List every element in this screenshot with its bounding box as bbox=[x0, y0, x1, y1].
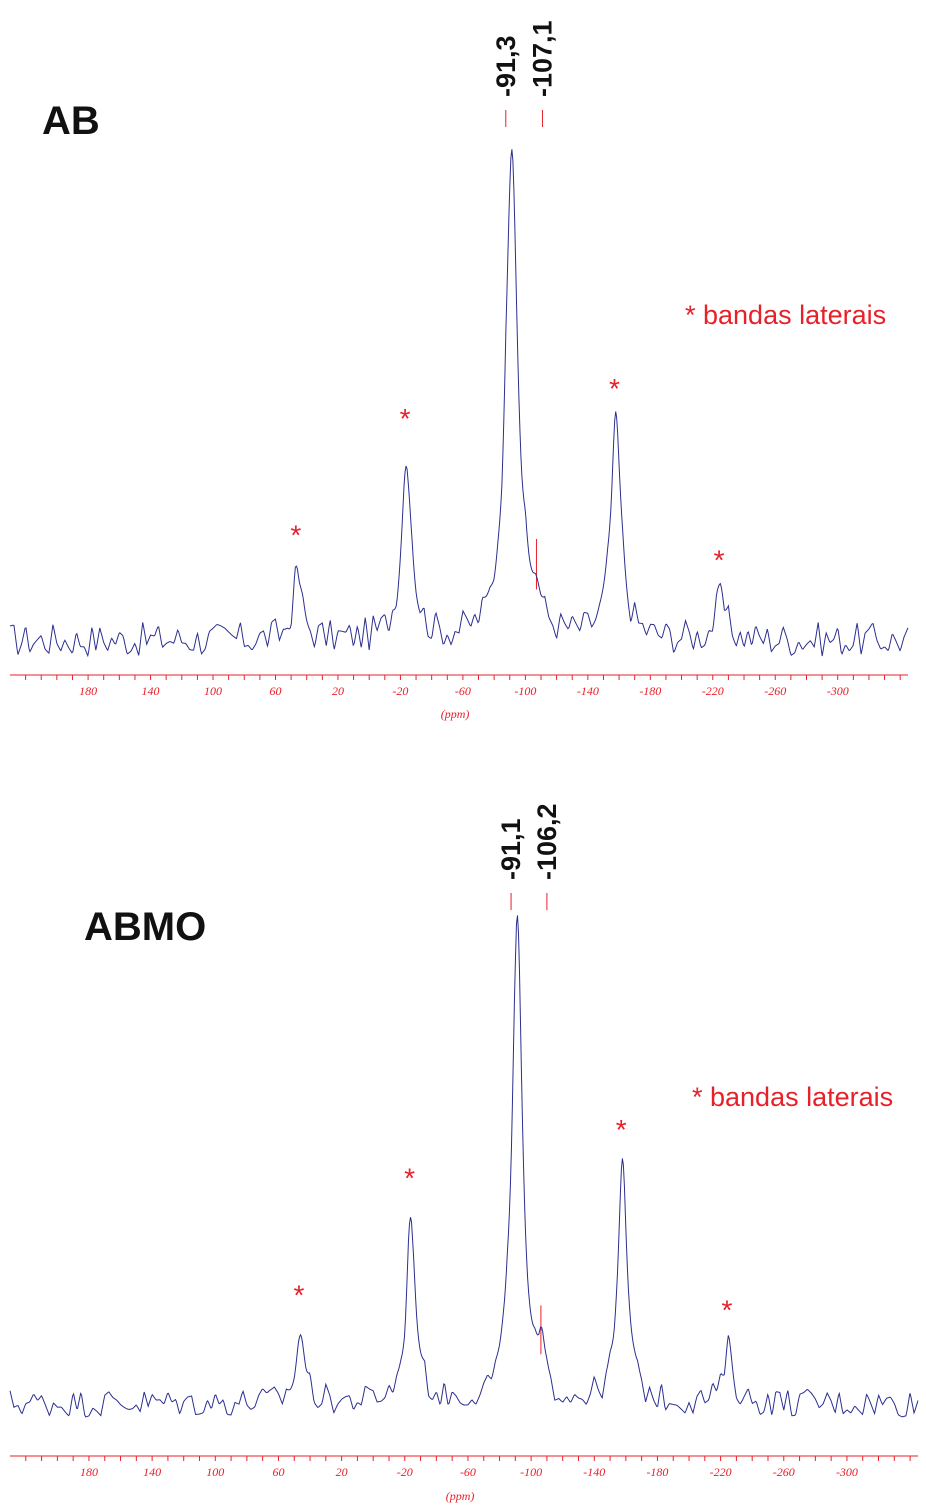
sideband-markers: * * * * bbox=[290, 373, 724, 576]
x-tick-label: -260 bbox=[764, 684, 786, 698]
x-tick-label: -140 bbox=[577, 684, 599, 698]
x-tick-label: -100 bbox=[520, 1465, 542, 1479]
x-tick-label: -300 bbox=[836, 1465, 858, 1479]
sideband-star: * bbox=[616, 1114, 627, 1145]
sideband-star: * bbox=[290, 519, 301, 550]
x-tick-label: 180 bbox=[80, 1465, 98, 1479]
x-tick-label: 180 bbox=[79, 684, 97, 698]
x-tick-label: -20 bbox=[397, 1465, 413, 1479]
x-tick-label: -60 bbox=[455, 684, 471, 698]
peak-label: -107,1 bbox=[527, 20, 557, 97]
x-tick-label: 100 bbox=[206, 1465, 224, 1479]
x-tick-label: -220 bbox=[702, 684, 724, 698]
x-axis-label: (ppm) bbox=[446, 1489, 475, 1503]
x-axis-label: (ppm) bbox=[441, 707, 470, 721]
x-tick-label: -180 bbox=[646, 1465, 668, 1479]
peak-labels: -91,1 -106,2 bbox=[496, 803, 562, 1355]
x-tick-label: -20 bbox=[392, 684, 408, 698]
panel-title: ABMO bbox=[84, 905, 206, 949]
peak-label: -91,1 bbox=[496, 818, 526, 880]
x-tick-label: -140 bbox=[583, 1465, 605, 1479]
x-axis-ticks: 180 140 100 60 20 -20 -60 -100 -140 -180 -220 -260 -… bbox=[25, 675, 901, 698]
sideband-star: * bbox=[400, 403, 411, 434]
sideband-star: * bbox=[404, 1163, 415, 1194]
x-tick-label: 60 bbox=[272, 1465, 284, 1479]
legend-annotation: * bandas laterais bbox=[692, 1082, 893, 1112]
panel-abmo: ABMO * bandas laterais -91,1 -106,2 * * ** … bbox=[9, 803, 919, 1503]
panel-ab: AB * bandas laterais -91,3 -107,1 * * * * 18… bbox=[9, 20, 909, 721]
spectrum-line bbox=[9, 149, 909, 658]
sideband-star: * bbox=[714, 545, 725, 576]
sideband-star: * bbox=[294, 1280, 305, 1311]
peak-label: -106,2 bbox=[532, 803, 562, 880]
x-tick-label: -300 bbox=[827, 684, 849, 698]
x-tick-label: -220 bbox=[710, 1465, 732, 1479]
spectrum-line bbox=[9, 915, 919, 1418]
x-tick-label: -100 bbox=[514, 684, 536, 698]
peak-label: -91,3 bbox=[491, 35, 521, 97]
peak-labels: -91,3 -107,1 bbox=[491, 20, 557, 590]
x-tick-label: 60 bbox=[269, 684, 281, 698]
sideband-star: * bbox=[609, 373, 620, 404]
x-tick-label: 100 bbox=[204, 684, 222, 698]
sideband-star: * bbox=[722, 1294, 733, 1325]
panel-title: AB bbox=[42, 99, 100, 143]
x-tick-label: -180 bbox=[639, 684, 661, 698]
sideband-markers: * * * * bbox=[294, 1114, 733, 1326]
x-axis-ticks: 180 140 100 60 20 -20 -60 -100 -140 -180 -220 -260 -… bbox=[25, 1456, 911, 1479]
x-tick-label: -60 bbox=[460, 1465, 476, 1479]
legend-annotation: * bandas laterais bbox=[685, 300, 886, 330]
x-tick-label: 140 bbox=[143, 1465, 161, 1479]
x-tick-label: 20 bbox=[336, 1465, 348, 1479]
x-tick-label: -260 bbox=[773, 1465, 795, 1479]
x-tick-label: 20 bbox=[332, 684, 344, 698]
x-tick-label: 140 bbox=[142, 684, 160, 698]
